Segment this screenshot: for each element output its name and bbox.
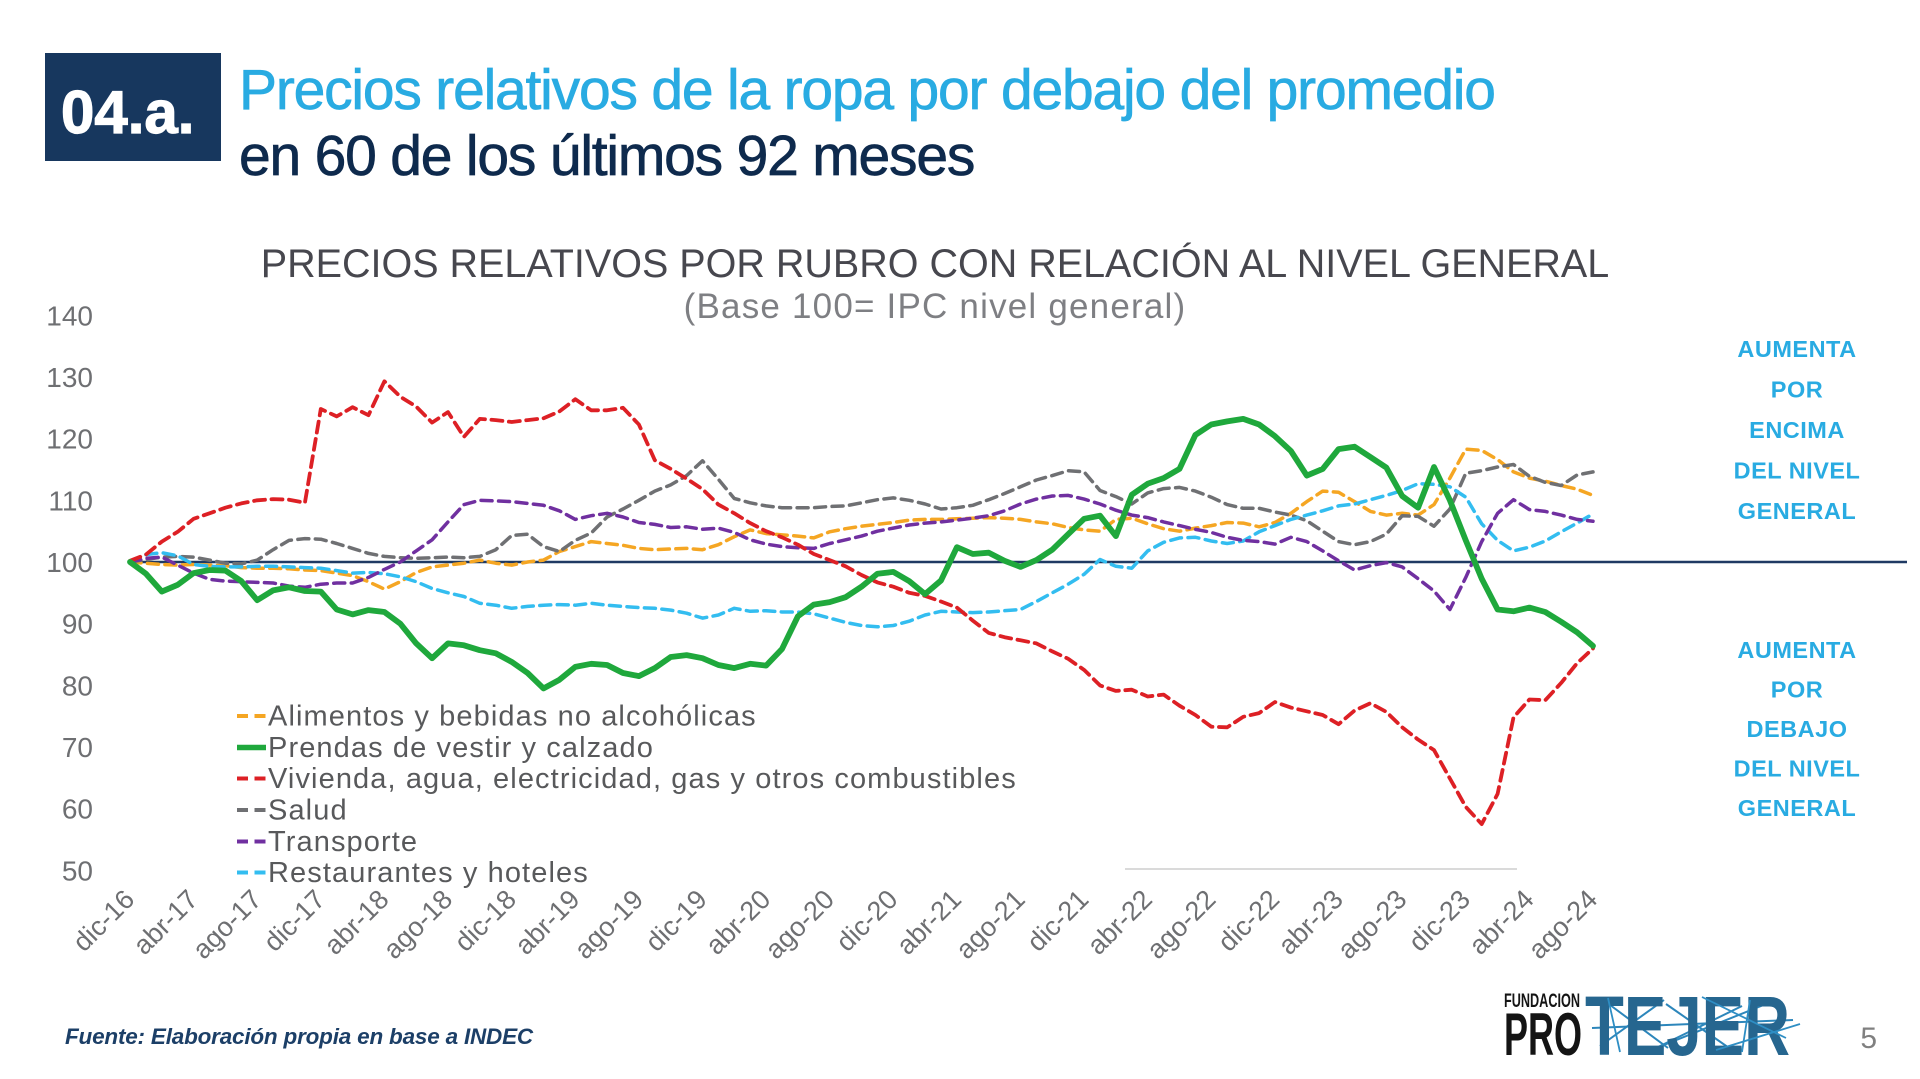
svg-text:60: 60 [62,794,93,825]
svg-text:en 60 de los últimos 92 meses: en 60 de los últimos 92 meses [239,124,974,188]
svg-text:POR: POR [1771,377,1823,403]
svg-text:Prendas de vestir y calzado: Prendas de vestir y calzado [268,732,654,764]
svg-text:Transporte: Transporte [268,826,418,858]
svg-text:50: 50 [62,855,93,886]
svg-text:70: 70 [62,732,93,763]
svg-text:DEBAJO: DEBAJO [1747,716,1848,742]
svg-text:DEL NIVEL: DEL NIVEL [1734,458,1861,484]
svg-text:140: 140 [46,300,93,331]
svg-text:04.a.: 04.a. [61,79,194,146]
svg-text:Vivienda, agua, electricidad,: Vivienda, agua, electricidad, gas y otro… [268,763,1017,795]
svg-text:80: 80 [62,670,93,701]
svg-text:DEL NIVEL: DEL NIVEL [1734,756,1861,782]
svg-text:GENERAL: GENERAL [1738,498,1856,524]
svg-text:ENCIMA: ENCIMA [1749,417,1845,443]
svg-text:110: 110 [48,485,93,516]
svg-text:FUNDACION: FUNDACION [1504,991,1580,1012]
svg-text:PRECIOS RELATIVOS POR RUBRO CO: PRECIOS RELATIVOS POR RUBRO CON RELACIÓN… [261,242,1609,286]
svg-text:PRO: PRO [1504,1001,1582,1068]
svg-text:Alimentos y bebidas no alcohól: Alimentos y bebidas no alcohólicas [268,701,757,733]
svg-text:5: 5 [1860,1022,1877,1055]
svg-text:(Base 100= IPC nivel general): (Base 100= IPC nivel general) [684,287,1187,326]
svg-text:GENERAL: GENERAL [1738,795,1856,821]
svg-text:Precios relativos de la ropa p: Precios relativos de la ropa por debajo … [239,58,1495,122]
svg-text:TEJER: TEJER [1585,979,1790,1073]
svg-text:Salud: Salud [268,795,348,827]
svg-text:130: 130 [46,362,93,393]
svg-text:100: 100 [46,547,93,578]
svg-text:Fuente: Elaboración propia en: Fuente: Elaboración propia en base a IND… [65,1024,534,1049]
svg-text:Restaurantes y hoteles: Restaurantes y hoteles [268,857,589,889]
svg-text:AUMENTA: AUMENTA [1737,336,1856,362]
svg-text:120: 120 [46,424,93,455]
svg-text:90: 90 [62,609,93,640]
svg-text:AUMENTA: AUMENTA [1737,637,1856,663]
svg-text:POR: POR [1771,677,1823,703]
